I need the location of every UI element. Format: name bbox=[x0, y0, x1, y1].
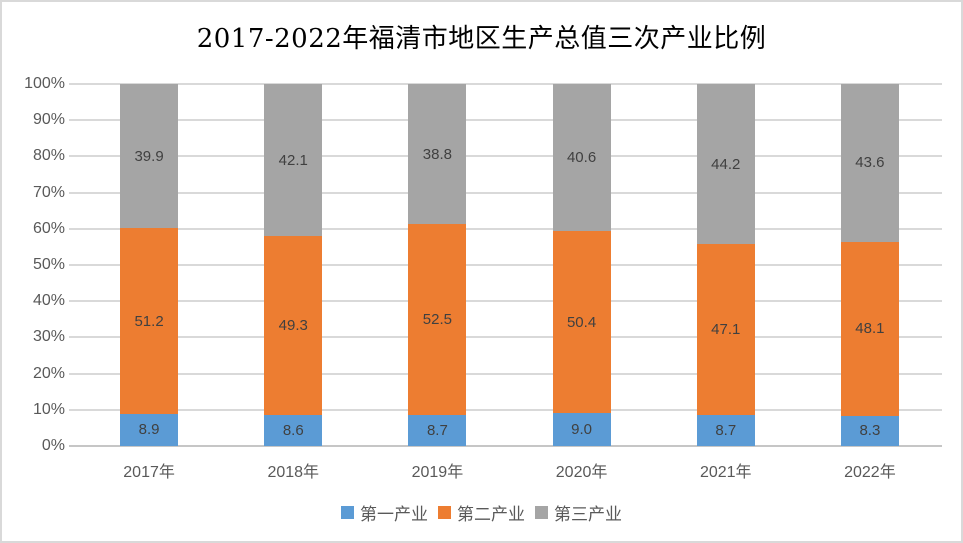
x-tick-label: 2022年 bbox=[844, 464, 896, 481]
bar-data-label: 43.6 bbox=[855, 154, 885, 172]
gridline bbox=[69, 155, 942, 158]
bar-data-label: 51.2 bbox=[134, 312, 164, 330]
bar-data-label: 50.4 bbox=[566, 313, 597, 331]
bar-group-2017年: 8.9 51.2 39.9 bbox=[120, 84, 179, 446]
y-tick-label: 80% bbox=[32, 147, 65, 165]
bar-segment-第三产业[interactable]: 44.2 bbox=[696, 84, 755, 245]
x-axis-line bbox=[69, 445, 942, 447]
x-tick-label: 2017年 bbox=[123, 464, 175, 481]
gridline bbox=[69, 264, 942, 266]
bar-data-label: 8.7 bbox=[715, 421, 737, 439]
bar-segment-第二产业[interactable]: 47.1 bbox=[696, 244, 755, 415]
bar-segment-第二产业[interactable]: 48.1 bbox=[840, 241, 899, 416]
bar-segment-第一产业[interactable]: 9.0 bbox=[552, 413, 611, 446]
y-tick-label: 20% bbox=[32, 364, 65, 382]
plot-area: 0% 10% 20% 30% 40% 50% 60% 70% 80% 90% 100% 8.9 51.2… bbox=[24, 75, 942, 481]
bar-segment-第一产业[interactable]: 8.9 bbox=[120, 413, 179, 446]
bar-segment-第三产业[interactable]: 40.6 bbox=[552, 84, 611, 231]
gridline bbox=[69, 336, 942, 339]
legend-swatch-icon bbox=[341, 506, 354, 519]
bar-data-label: 39.9 bbox=[134, 147, 164, 165]
gridline bbox=[69, 191, 942, 194]
bar-data-label: 49.3 bbox=[278, 317, 308, 335]
gridline bbox=[69, 83, 942, 85]
x-tick-label: 2020年 bbox=[555, 464, 608, 481]
bar-data-label: 8.7 bbox=[426, 421, 448, 439]
y-tick-label: 70% bbox=[32, 183, 65, 201]
bar-data-label: 9.0 bbox=[571, 421, 592, 439]
bar-data-label: 8.3 bbox=[859, 422, 881, 440]
bar-segment-第三产业[interactable]: 39.9 bbox=[120, 84, 179, 229]
bar-segment-第二产业[interactable]: 52.5 bbox=[408, 224, 467, 415]
gridline bbox=[69, 119, 942, 122]
bar-group-2021年: 8.7 47.1 44.2 bbox=[696, 84, 755, 446]
bar-group-2022年: 8.3 48.1 43.6 bbox=[840, 84, 899, 446]
y-tick-label: 30% bbox=[32, 328, 65, 346]
bar-segment-第一产业[interactable]: 8.3 bbox=[840, 415, 899, 446]
legend-item-第二产业[interactable]: 第二产业 bbox=[438, 500, 525, 525]
bar-group-2020年: 9.0 50.4 40.6 bbox=[552, 84, 611, 446]
bar-group-2018年: 8.6 49.3 42.1 bbox=[264, 84, 323, 446]
x-tick-label: 2019年 bbox=[411, 464, 464, 481]
legend-label: 第一产业 bbox=[360, 505, 428, 525]
bar-data-label: 38.8 bbox=[422, 145, 452, 163]
legend-label: 第三产业 bbox=[554, 505, 622, 525]
bar-segment-第三产业[interactable]: 38.8 bbox=[408, 84, 467, 225]
legend-item-第三产业[interactable]: 第三产业 bbox=[535, 500, 622, 525]
x-tick-label: 2021年 bbox=[699, 464, 752, 481]
y-tick-label: 40% bbox=[32, 292, 65, 310]
chart-legend: 第一产业 第二产业 第三产业 bbox=[2, 500, 961, 525]
bar-data-label: 40.6 bbox=[566, 149, 597, 166]
bar-segment-第三产业[interactable]: 43.6 bbox=[840, 84, 899, 242]
bar-data-label: 44.2 bbox=[711, 155, 741, 173]
x-tick-label: 2018年 bbox=[267, 464, 320, 481]
gridline bbox=[69, 408, 942, 411]
y-tick-label: 50% bbox=[32, 256, 65, 273]
y-tick-label: 90% bbox=[32, 111, 65, 129]
bar-segment-第一产业[interactable]: 8.7 bbox=[408, 414, 467, 446]
bar-data-label: 8.9 bbox=[138, 421, 160, 439]
bar-group-2019年: 8.7 52.5 38.8 bbox=[408, 84, 467, 446]
gridline bbox=[69, 300, 942, 303]
bar-data-label: 47.1 bbox=[711, 320, 741, 338]
gridline bbox=[69, 227, 942, 230]
bar-data-label: 52.5 bbox=[422, 310, 452, 328]
gridline bbox=[69, 372, 942, 375]
legend-item-第一产业[interactable]: 第一产业 bbox=[341, 500, 428, 525]
bar-segment-第二产业[interactable]: 50.4 bbox=[552, 230, 611, 414]
bar-segment-第二产业[interactable]: 51.2 bbox=[120, 228, 179, 414]
bar-data-label: 48.1 bbox=[855, 320, 885, 338]
chart-title: 2017-2022年福清市地区生产总值三次产业比例 bbox=[196, 24, 767, 54]
legend-swatch-icon bbox=[535, 506, 548, 519]
y-tick-label: 60% bbox=[32, 219, 65, 237]
legend-label: 第二产业 bbox=[457, 505, 525, 525]
legend-swatch-icon bbox=[438, 506, 451, 519]
y-tick-label: 10% bbox=[32, 400, 65, 418]
y-tick-label: 0% bbox=[41, 437, 65, 454]
bar-data-label: 42.1 bbox=[278, 151, 308, 169]
bar-segment-第一产业[interactable]: 8.6 bbox=[264, 414, 323, 446]
bar-segment-第二产业[interactable]: 49.3 bbox=[264, 236, 323, 415]
bar-data-label: 8.6 bbox=[282, 421, 304, 439]
bar-segment-第一产业[interactable]: 8.7 bbox=[696, 414, 755, 446]
bar-segment-第三产业[interactable]: 42.1 bbox=[264, 84, 323, 237]
y-tick-label: 100% bbox=[24, 75, 65, 92]
